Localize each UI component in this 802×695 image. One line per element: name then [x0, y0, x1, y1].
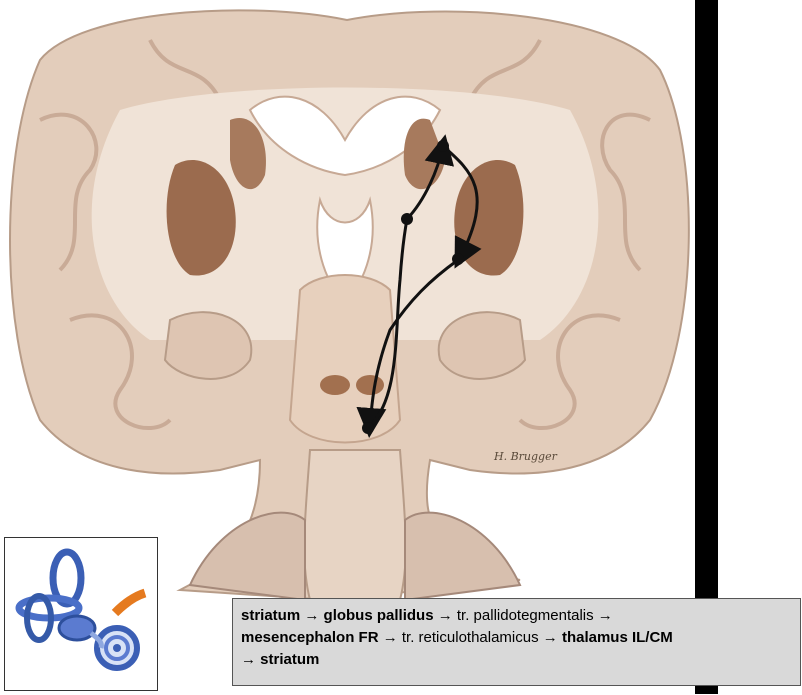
caption-term-thalamus-il-cm: thalamus IL/CM — [561, 629, 673, 646]
inner-ear-thumbnail — [4, 537, 158, 691]
brain-coronal-section-illustration — [9, 9, 690, 602]
caption-line-1: striatum → globus pallidus → tr. pallido… — [241, 605, 792, 627]
artist-signature: H. Brugger — [494, 450, 557, 463]
left-caudate — [230, 118, 266, 190]
caption-arrow: → — [300, 607, 324, 624]
caption-line-2: mesencephalon FR → tr. reticulothalamicu… — [241, 627, 792, 649]
caption-term-globus-pallidus: globus pallidus — [323, 607, 434, 624]
caption-term-tr-reticulothalamicus: → tr. reticulothalamicus → — [378, 629, 562, 646]
caption-term-tr-pallidotegmentalis: → tr. pallidotegmentalis → — [433, 607, 613, 624]
caption-line-3: → striatum — [241, 649, 792, 671]
caption-term-mesencephalon-fr: mesencephalon FR — [241, 629, 379, 646]
caption-term-striatum-end: striatum — [260, 651, 320, 668]
left-putamen — [166, 160, 236, 276]
caption-arrow: → — [241, 651, 261, 668]
right-black-bar — [695, 0, 718, 694]
inner-ear-icon — [5, 538, 157, 690]
pathway-arrows — [356, 134, 482, 438]
pathway-caption: striatum → globus pallidus → tr. pallido… — [232, 598, 801, 686]
caption-term-striatum: striatum — [241, 607, 301, 624]
lateral-ventricles — [248, 95, 442, 177]
